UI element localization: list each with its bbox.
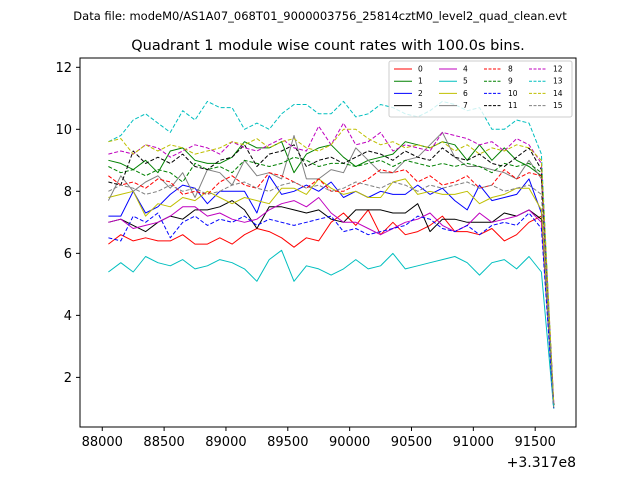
series-line-11 (108, 144, 555, 406)
legend-label-9: 9 (508, 77, 513, 86)
legend-box (388, 60, 573, 118)
series-line-4 (108, 197, 555, 403)
legend-label-15: 15 (553, 101, 563, 110)
series-line-2 (108, 175, 555, 409)
legend-label-3: 3 (418, 101, 423, 110)
x-tick-label: 88000 (82, 435, 123, 450)
legend-label-14: 14 (553, 89, 563, 98)
legend-label-4: 4 (463, 65, 468, 74)
legend-label-6: 6 (463, 89, 468, 98)
y-tick-label: 12 (55, 61, 72, 76)
x-tick-label: 88500 (143, 435, 184, 450)
series-line-6 (108, 178, 555, 409)
x-axis-offset-label: +3.317e8 (507, 455, 576, 471)
series-line-15 (108, 181, 555, 406)
y-tick-label: 2 (64, 371, 72, 386)
legend-label-5: 5 (463, 77, 468, 86)
legend-label-11: 11 (508, 101, 518, 110)
x-tick-label: 91000 (453, 435, 494, 450)
legend-label-2: 2 (418, 89, 423, 98)
x-tick-label: 91500 (515, 435, 556, 450)
x-tick-label: 90000 (329, 435, 370, 450)
y-tick-label: 10 (55, 123, 72, 138)
y-tick-label: 8 (64, 185, 72, 200)
legend-label-8: 8 (508, 65, 513, 74)
series-line-5 (108, 249, 555, 409)
x-axis: 88000 88500 89000 89500 90000 90500 91000 91500 (82, 427, 556, 450)
series-layer (107, 100, 555, 409)
figure-suptitle: Data file: modeM0/AS1A07_068T01_90000037… (73, 9, 567, 23)
series-line-10 (108, 212, 555, 409)
plot-area (80, 58, 576, 427)
x-tick-label: 90500 (391, 435, 432, 450)
legend-label-12: 12 (553, 65, 563, 74)
legend-label-13: 13 (553, 77, 563, 86)
y-axis: 2 4 6 8 10 12 (55, 61, 80, 386)
x-tick-label: 89500 (267, 435, 308, 450)
series-line-3 (108, 200, 555, 406)
series-line-14 (108, 128, 555, 403)
x-tick-label: 89000 (205, 435, 246, 450)
y-tick-label: 6 (64, 247, 72, 262)
chart-title: Quadrant 1 module wise count rates with … (131, 38, 525, 54)
plot-frame (79, 57, 577, 428)
series-line-9 (108, 156, 555, 406)
legend-label-7: 7 (463, 101, 468, 110)
legend-label-10: 10 (508, 89, 518, 98)
legend-label-0: 0 (418, 65, 423, 74)
legend-label-1: 1 (418, 77, 423, 86)
y-tick-label: 4 (64, 309, 72, 324)
